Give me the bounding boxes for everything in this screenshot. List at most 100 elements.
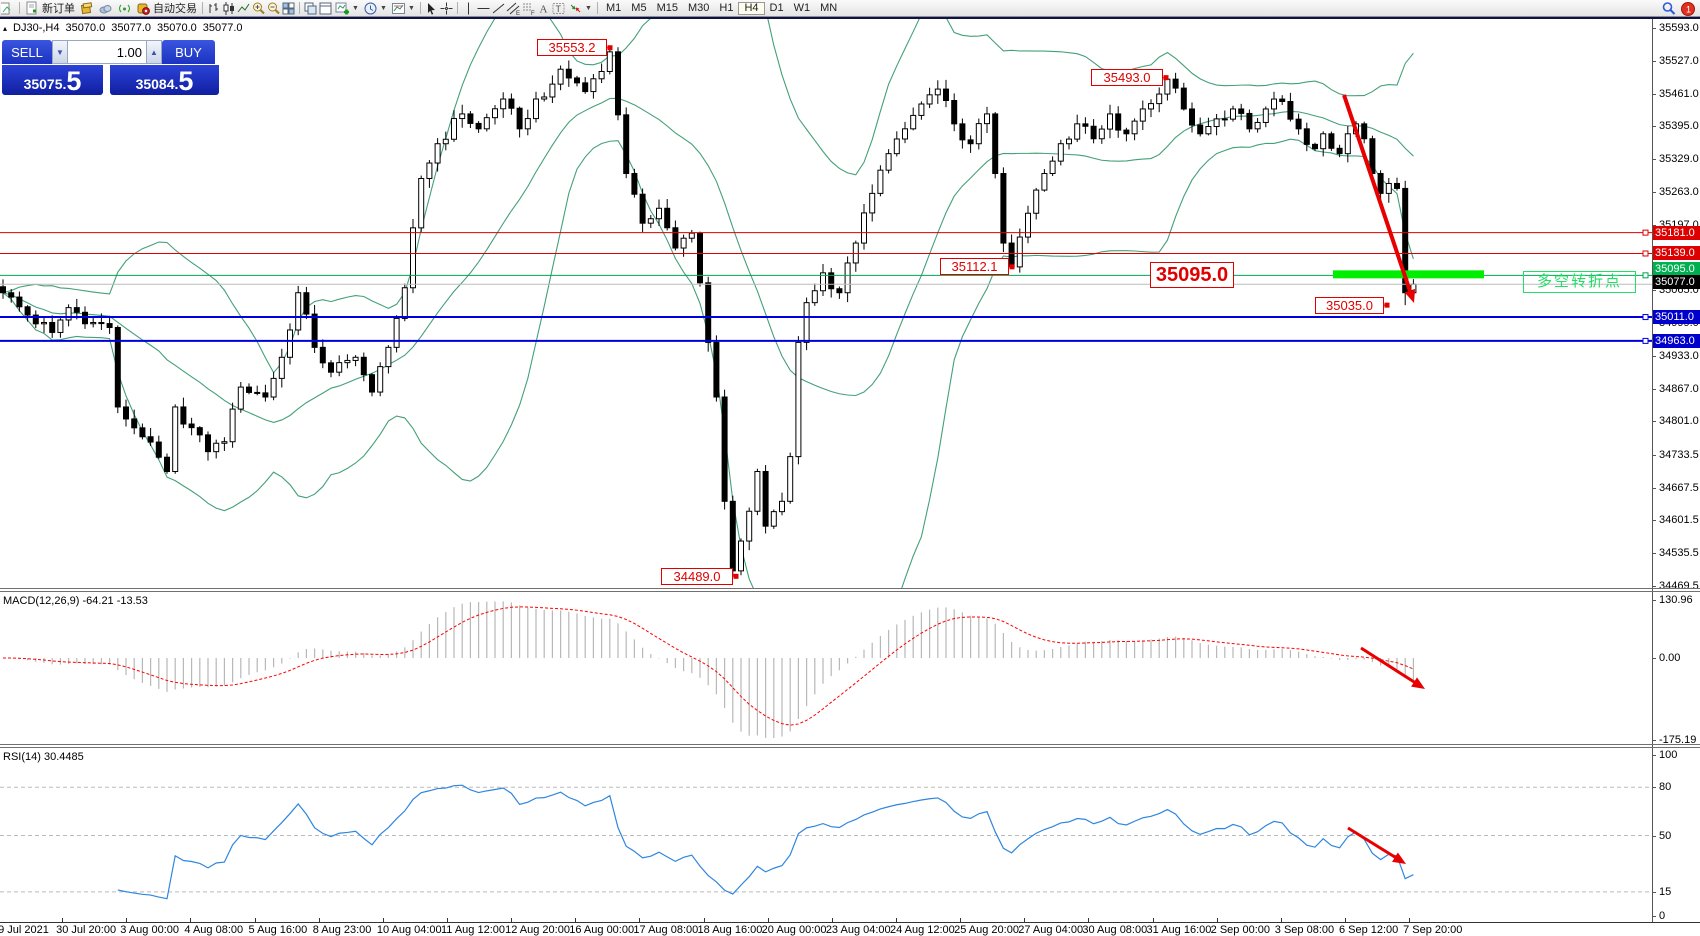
time-axis-label[interactable]: 5 Aug 16:00 — [248, 924, 308, 936]
arrows-tool-button[interactable]: ▼ — [566, 1, 594, 16]
price-level-tag: 34963.0 — [1653, 333, 1700, 348]
crosshair-icon[interactable] — [439, 1, 454, 16]
time-axis-label[interactable]: 18 Aug 16:00 — [697, 924, 763, 936]
time-axis-label[interactable]: 25 Aug 20:00 — [954, 924, 1019, 936]
price-annotation[interactable]: 35553.2 — [537, 39, 607, 57]
tab-timeframe-m30[interactable]: M30 — [687, 1, 710, 14]
line-handle[interactable] — [1642, 337, 1649, 344]
line-handle[interactable] — [1642, 229, 1649, 236]
candlestick-chart-icon[interactable] — [221, 1, 236, 16]
pane-separator[interactable] — [0, 588, 1700, 589]
time-axis-label[interactable]: 7 Sep 20:00 — [1403, 924, 1463, 936]
line-handle[interactable] — [1642, 250, 1649, 257]
time-axis-label[interactable]: 30 Jul 20:00 — [56, 924, 117, 936]
tab-timeframe-w1[interactable]: W1 — [793, 1, 811, 14]
time-axis-label[interactable]: 11 Aug 12:00 — [440, 924, 505, 936]
price-annotation[interactable]: 35112.1 — [940, 258, 1009, 276]
price-annotation[interactable]: 34489.0 — [661, 567, 733, 585]
tab-timeframe-d1[interactable]: D1 — [769, 1, 784, 14]
templates-button[interactable]: ▼ — [389, 1, 417, 16]
tab-timeframe-mn[interactable]: MN — [820, 1, 838, 14]
sell-arrow-rsi[interactable] — [1347, 826, 1401, 862]
text-tool-icon[interactable]: A — [536, 1, 551, 16]
pane-separator[interactable] — [0, 744, 1700, 745]
buy-price-display[interactable]: 35084. 5 — [110, 65, 219, 95]
trendline-tool-icon[interactable] — [491, 1, 506, 16]
volume-input[interactable] — [68, 40, 146, 64]
time-axis-label[interactable]: 2 Sep 00:00 — [1210, 924, 1270, 936]
sell-arrow-macd[interactable] — [1360, 646, 1420, 687]
search-icon[interactable] — [1661, 1, 1676, 16]
bar-chart-icon[interactable] — [206, 1, 221, 16]
time-axis-label[interactable]: 17 Aug 08:00 — [633, 924, 699, 936]
time-axis-label[interactable]: 27 Aug 04:00 — [1018, 924, 1084, 936]
text-label-tool-icon[interactable]: T — [551, 1, 566, 16]
time-axis-label[interactable]: 3 Aug 00:00 — [120, 924, 179, 936]
price-annotation[interactable]: 35035.0 — [1315, 296, 1384, 314]
time-axis-label[interactable]: 23 Aug 04:00 — [825, 924, 891, 936]
price-annotation[interactable]: 35493.0 — [1091, 69, 1163, 87]
macd-signal-line — [2, 606, 1414, 726]
periods-button[interactable]: ▼ — [361, 1, 389, 16]
market-watch-button[interactable] — [77, 1, 96, 16]
collapse-panel-icon[interactable]: ▴ — [3, 23, 8, 33]
time-axis-label[interactable]: 24 Aug 12:00 — [889, 924, 955, 936]
main-chart-pane[interactable] — [0, 18, 1700, 588]
time-axis-label[interactable]: 16 Aug 00:00 — [569, 924, 635, 936]
axis-tick — [1652, 126, 1656, 128]
tab-timeframe-h1[interactable]: H1 — [719, 1, 734, 14]
pane-separator[interactable] — [0, 747, 1700, 748]
vertical-line-tool-icon[interactable] — [461, 1, 476, 16]
line-chart-icon[interactable] — [236, 1, 251, 16]
fibonacci-tool-icon[interactable]: F — [521, 1, 536, 16]
new-chart-button[interactable]: ▼ — [333, 1, 361, 16]
equidistant-channel-tool-icon[interactable]: E — [506, 1, 521, 16]
axis-tick — [1652, 487, 1656, 489]
notification-badge[interactable]: 1 — [1680, 1, 1695, 16]
new-order-button[interactable]: 新订单 — [23, 1, 77, 16]
line-handle[interactable] — [1642, 272, 1649, 279]
signal-button[interactable] — [115, 1, 134, 16]
macd-pane[interactable] — [0, 592, 1700, 744]
time-axis-label[interactable]: 3 Sep 08:00 — [1274, 924, 1335, 936]
sell-button[interactable]: SELL — [2, 40, 52, 64]
tab-timeframe-h4[interactable]: H4 — [738, 1, 765, 15]
tile-windows-icon[interactable] — [281, 1, 296, 16]
highlight-zone-bar[interactable] — [1333, 270, 1484, 279]
buy-button[interactable]: BUY — [162, 40, 215, 64]
volume-increase-button[interactable]: ▲ — [146, 40, 162, 64]
tab-timeframe-m1[interactable]: M1 — [606, 1, 622, 14]
time-axis-label[interactable]: 31 Aug 16:00 — [1146, 924, 1212, 936]
zoom-in-icon[interactable] — [251, 1, 266, 16]
sell-price-display[interactable]: 35075. 5 — [2, 65, 103, 95]
chart-shift-icon[interactable] — [1, 1, 16, 16]
price-annotation[interactable]: 35095.0 — [1150, 262, 1234, 289]
rsi-pane[interactable] — [0, 748, 1700, 922]
time-axis-label[interactable]: 8 Aug 23:00 — [312, 924, 372, 936]
volume-decrease-button[interactable]: ▼ — [52, 40, 68, 64]
cursor-icon[interactable] — [424, 1, 439, 16]
time-axis-label[interactable]: 12 Aug 20:00 — [505, 924, 570, 936]
turning-point-note[interactable]: 多空转折点 — [1523, 271, 1636, 293]
time-axis-label[interactable]: 6 Sep 12:00 — [1338, 924, 1399, 936]
axis-tick — [1652, 553, 1656, 555]
tab-timeframe-m5[interactable]: M5 — [631, 1, 647, 14]
arrange-windows-icon[interactable] — [318, 1, 333, 16]
time-axis-label[interactable]: 4 Aug 08:00 — [184, 924, 244, 936]
time-axis-label[interactable]: 10 Aug 04:00 — [376, 924, 442, 936]
horizontal-line-tool-icon[interactable] — [476, 1, 491, 16]
time-axis-label[interactable]: 20 Aug 00:00 — [761, 924, 827, 936]
cascade-windows-icon[interactable] — [303, 1, 318, 16]
template-icon — [391, 1, 406, 16]
sell-arrow-main[interactable] — [1342, 94, 1414, 297]
zoom-out-icon[interactable] — [266, 1, 281, 16]
macd-axis-label: -175.19 — [1659, 734, 1697, 746]
line-handle[interactable] — [1642, 314, 1649, 321]
tab-timeframe-m15[interactable]: M15 — [656, 1, 678, 14]
pane-separator[interactable] — [0, 591, 1700, 592]
profiles-button[interactable] — [96, 1, 115, 16]
time-axis-tick — [126, 918, 128, 922]
time-axis-label[interactable]: 30 Aug 08:00 — [1082, 924, 1148, 936]
autotrade-button[interactable]: 自动交易 — [134, 1, 199, 16]
time-axis-label[interactable]: 29 Jul 2021 — [0, 924, 49, 936]
